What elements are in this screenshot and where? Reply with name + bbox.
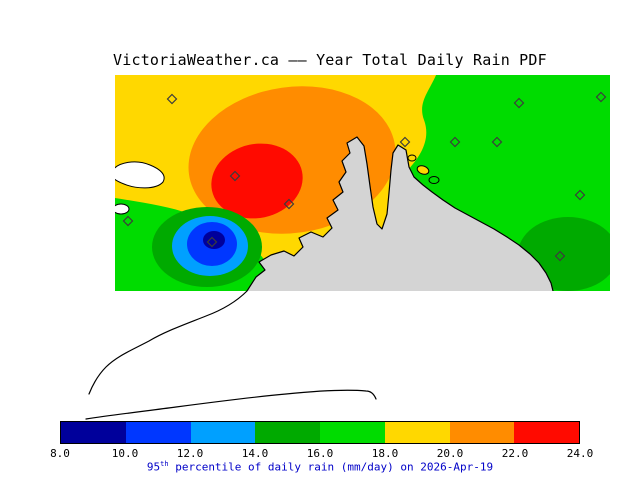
tick-label: 10.0 [111,447,139,460]
coastline-vancouver-island-shore [246,136,554,291]
station-marker [399,136,411,148]
tick-label: 12.0 [176,447,204,460]
station-marker [595,91,607,103]
colorbar-segment [190,422,256,443]
tick-label: 22.0 [501,447,529,460]
tick-label: 18.0 [371,447,399,460]
colorbar-ticks: 8.0 10.0 12.0 14.0 16.0 18.0 20.0 22.0 24.0 [50,447,593,460]
station-marker [449,136,461,148]
island [416,165,430,175]
contour-field [115,75,610,291]
tick-label: 16.0 [306,447,334,460]
station-markers [122,91,607,262]
lake [115,161,165,189]
station-marker [491,136,503,148]
colorbar-segment [61,422,126,443]
lake [115,203,130,215]
island [428,176,440,184]
station-marker [574,189,586,201]
station-marker [513,97,525,109]
station-marker [229,170,241,182]
coastline-olympic-peninsula [85,389,377,420]
caption-prefix: 95 [146,460,161,474]
caption-superscript: th [160,460,169,468]
colorbar-segment [384,422,450,443]
sea-area [247,137,553,291]
colorbar-caption: 95th percentile of daily rain (mm/day) o… [0,460,640,474]
station-marker [283,198,295,210]
tick-label: 8.0 [50,447,70,460]
station-marker [206,236,218,248]
station-marker [122,215,134,227]
colorbar-segment [449,422,515,443]
station-marker [554,250,566,262]
caption-text: percentile of daily rain (mm/day) on 202… [168,460,494,474]
tick-label: 20.0 [436,447,464,460]
station-marker [166,93,178,105]
coastline-vancouver-island [88,290,248,395]
island [407,154,417,162]
contour-red-region [211,143,303,219]
colorbar-segment [320,422,385,443]
plot-title: VictoriaWeather.ca —— Year Total Daily R… [113,51,547,69]
colorbar-segment [125,422,191,443]
tick-label: 24.0 [566,447,594,460]
colorbar-segment [255,422,320,443]
colorbar-segment [514,422,579,443]
colorbar [60,421,580,444]
tick-label: 14.0 [241,447,269,460]
